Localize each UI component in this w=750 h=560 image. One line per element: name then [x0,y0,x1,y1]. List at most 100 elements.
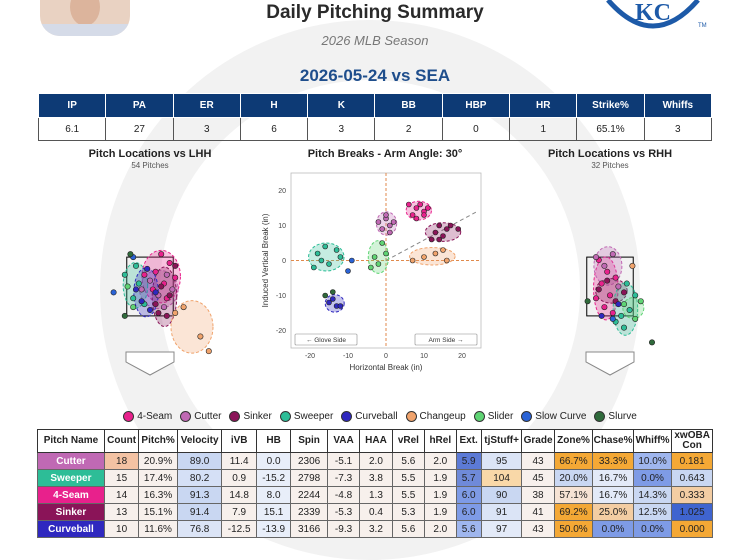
player-photo [40,0,130,36]
break-point [314,250,321,257]
pitch-metric-cell: 1.9 [424,503,457,521]
pitch-metric-cell: 0.0% [632,520,673,538]
pitch-row: Sinker 13 15.1% 91.4 7.9 15.1 2339 -5.3 0.4 5.3 1.… [37,503,713,521]
pitch-metric-cell: 5.6 [455,520,482,538]
y-tick-label: -20 [276,328,286,335]
rhh-chart-subtitle: 32 Pitches [591,161,629,170]
pitch-point [121,271,128,278]
pitch-metric-cell: 0.0 [255,452,292,470]
pitch-point [615,283,622,290]
pitch-metric-cell: 8.0 [255,486,292,504]
pitch-metric-cell: 0.4 [359,503,393,521]
lhh-chart-title: Pitch Locations vs LHH [88,148,212,160]
pitch-metric-cell: 3.8 [359,469,393,487]
pitch-point [632,292,639,299]
break-point [318,257,325,264]
break-point [440,247,446,253]
pitch-col-header: Count [103,429,140,453]
break-point [375,219,382,225]
pitch-point [604,277,611,284]
break-point [310,264,317,271]
stats-header-8: Strike% [576,93,645,118]
pitch-metric-cell: -5.3 [326,503,361,521]
pitch-point [147,277,154,284]
pitch-col-header: Whiff% [632,429,673,453]
x-tick-label: -20 [305,353,315,360]
pitch-point [637,298,644,305]
rhh-location-chart [584,246,656,376]
pitch-point [623,280,630,287]
pitch-metric-cell: 41 [521,503,555,521]
pitch-metric-cell: 1.9 [424,486,457,504]
pitch-point [138,286,145,293]
legend-label: Sweeper [293,411,334,422]
pitch-point [598,280,605,287]
logo-text: KC [635,0,671,26]
game-stats-table: IP PA ER H K BB HBP HR Strike% Whiffs 6.1 27 3 6 3 2 0 1… [37,93,713,141]
legend-swatch [521,411,533,422]
pitch-metric-cell: 97 [480,520,523,538]
pitch-name-cell: Cutter [37,452,105,470]
pitch-metric-cell: 104 [480,469,523,487]
pitch-col-header: tjStuff+ [480,429,523,453]
pitch-metric-cell: 6.0 [455,503,482,521]
pitch-point [607,292,614,299]
pitch-metric-cell: 2798 [290,469,328,487]
pitch-metric-cell: 14.8 [221,486,257,504]
pitch-metric-cell: 0.333 [671,486,713,504]
pitch-metric-cell: 18 [103,452,140,470]
density-ellipse [170,300,214,354]
pitch-metric-cell: 89.0 [176,452,223,470]
pitch-point [604,268,611,275]
break-point [444,226,450,232]
legend-swatch [594,411,606,422]
break-point [379,240,385,246]
legend-item: 4-Seam [123,411,172,422]
break-point [387,222,393,229]
pitch-col-header: vRel [391,429,426,453]
player-collar [40,24,130,36]
pitch-metric-cell: 1.025 [671,503,713,521]
pitch-metric-cell: 43 [521,452,555,470]
pitch-point [110,289,117,296]
season-subtitle: 2026 MLB Season [321,33,429,48]
stats-header-6: HBP [441,93,511,118]
pitch-metric-cell: 2244 [290,486,328,504]
pitch-metric-cell: -13.9 [255,520,292,538]
break-point [409,257,416,264]
pitch-metric-cell: -7.3 [326,469,361,487]
pitch-metric-cell: 33.3% [592,452,634,470]
break-point [417,201,423,208]
pitch-point [121,312,128,319]
pitch-point [598,312,605,319]
break-point [444,257,450,264]
stats-header-7: HR [509,93,578,118]
pitch-metric-cell: -5.1 [326,452,361,470]
break-point [383,250,389,257]
x-tick-label: 20 [458,353,466,360]
pitch-point [166,259,173,266]
break-point [425,205,431,211]
stats-value-5: 2 [374,117,443,141]
pitch-row: Cutter 18 20.9% 89.0 11.4 0.0 2306 -5.1 2.0 5.6 2.… [37,452,713,470]
pitch-col-header: HAA [359,429,393,453]
legend-swatch [341,411,353,422]
pitch-point [618,312,625,319]
pitch-metric-cell: 69.2% [553,503,594,521]
pitch-point [155,309,162,316]
pitch-point [135,280,142,287]
pitch-point [593,295,600,302]
side-annotation-box [294,333,358,346]
break-point [322,292,328,299]
pitch-metric-cell: 95 [480,452,523,470]
pitch-point [197,333,204,340]
break-point [447,222,454,229]
pitch-break-chart: -20 -10 0 10 20 -20 -10 0 10 20 Horizontal Break (… [261,172,482,372]
break-point [413,205,420,211]
break-point [322,243,328,250]
pitch-point [172,309,179,316]
stats-value-2: 3 [172,117,241,141]
break-point [326,261,332,267]
pitch-metric-cell: 16.7% [592,486,634,504]
pitch-point [626,307,633,314]
